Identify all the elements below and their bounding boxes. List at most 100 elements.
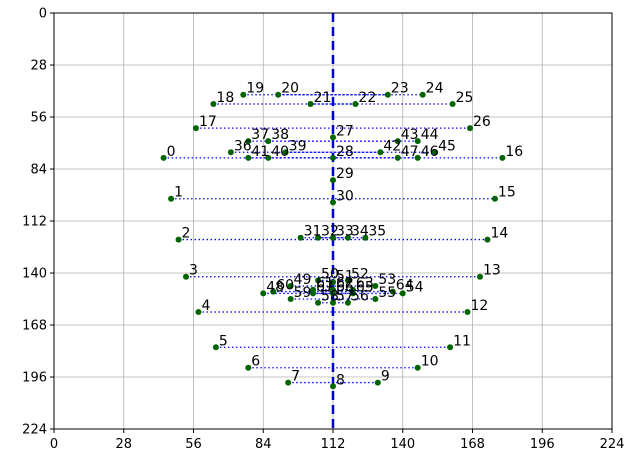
data-point: [265, 154, 272, 161]
data-point: [330, 199, 336, 206]
data-point: [210, 101, 217, 107]
data-point: [352, 101, 359, 107]
data-point: [183, 273, 190, 280]
point-label: 63: [356, 276, 374, 292]
point-label: 36: [234, 138, 252, 154]
data-points: [160, 91, 506, 390]
x-tick-label: 196: [530, 437, 555, 452]
data-point: [389, 288, 396, 295]
y-tick-label: 56: [30, 111, 47, 126]
data-point: [394, 138, 401, 145]
data-point: [330, 234, 336, 241]
point-label: 23: [391, 81, 409, 97]
point-label: 65: [356, 279, 374, 295]
data-point: [377, 149, 384, 156]
point-label: 53: [378, 272, 396, 288]
data-point: [297, 234, 304, 241]
point-label: 59: [294, 285, 312, 301]
data-point: [315, 299, 322, 306]
point-label: 67: [316, 279, 334, 295]
x-tick-label: 168: [460, 437, 485, 452]
point-label: 33: [336, 224, 354, 240]
data-point: [419, 91, 426, 98]
data-point: [260, 290, 267, 297]
point-label: 14: [490, 226, 508, 242]
point-label: 55: [378, 285, 396, 301]
point-label: 29: [336, 166, 354, 182]
point-label: 44: [421, 127, 439, 143]
point-label: 45: [438, 138, 456, 154]
point-label: 39: [289, 138, 307, 154]
data-point: [307, 101, 314, 107]
y-tick-label: 28: [30, 59, 47, 74]
point-label: 46: [421, 144, 439, 160]
point-label: 5: [219, 333, 228, 349]
point-label: 51: [336, 268, 354, 284]
y-tick-label: 196: [22, 371, 47, 386]
point-label: 18: [216, 90, 234, 106]
y-tick-label: 168: [22, 319, 47, 334]
data-point: [372, 283, 379, 289]
x-tick-label: 224: [600, 437, 625, 452]
point-label: 15: [498, 185, 516, 201]
data-point: [175, 236, 182, 243]
x-tick-label: 0: [50, 437, 58, 452]
data-point: [287, 296, 294, 302]
point-label: 7: [291, 369, 300, 385]
point-label: 0: [167, 144, 176, 160]
data-point: [499, 154, 506, 161]
data-point: [467, 125, 474, 132]
data-point: [330, 279, 336, 286]
data-point: [447, 344, 454, 351]
data-point: [344, 234, 351, 241]
point-label: 52: [351, 266, 369, 282]
data-point: [282, 149, 289, 156]
point-label: 19: [246, 81, 264, 97]
point-label: 22: [358, 90, 376, 106]
data-point: [245, 154, 252, 161]
point-label: 40: [271, 144, 289, 160]
point-label: 38: [271, 127, 289, 143]
y-tick-label: 84: [30, 163, 47, 178]
point-label: 28: [336, 144, 354, 160]
point-label: 3: [189, 263, 198, 279]
point-label: 8: [336, 372, 345, 388]
point-label: 64: [396, 278, 414, 294]
data-point: [315, 234, 322, 241]
point-label: 34: [351, 224, 369, 240]
x-tick-label: 56: [185, 437, 202, 452]
data-point: [330, 154, 336, 161]
point-label: 10: [421, 354, 439, 370]
point-label: 2: [182, 226, 191, 242]
point-label: 11: [453, 333, 471, 349]
point-label: 4: [201, 298, 210, 314]
point-label: 20: [281, 81, 299, 97]
data-point: [349, 290, 356, 297]
point-label: 60: [276, 278, 294, 294]
point-label: 21: [314, 90, 332, 106]
x-tick-label: 140: [390, 437, 415, 452]
data-point: [212, 344, 219, 351]
point-label: 27: [336, 123, 354, 139]
data-point: [270, 288, 277, 295]
point-label: 62: [336, 276, 354, 292]
data-point: [330, 290, 336, 297]
point-label: 49: [294, 272, 312, 288]
data-point: [464, 309, 471, 315]
point-label: 12: [471, 298, 489, 314]
data-point: [374, 379, 381, 386]
data-point: [414, 154, 421, 161]
data-point: [399, 290, 406, 297]
point-label: 37: [251, 127, 269, 143]
data-point: [330, 134, 336, 141]
data-point: [168, 195, 175, 202]
data-point: [330, 383, 336, 390]
point-label: 57: [336, 289, 354, 305]
data-point: [227, 149, 234, 156]
data-point: [310, 290, 317, 297]
data-point: [195, 309, 202, 315]
data-point: [275, 91, 282, 98]
x-axis-ticks: 0 28 56 84 112 140 168 196 224: [50, 429, 625, 452]
